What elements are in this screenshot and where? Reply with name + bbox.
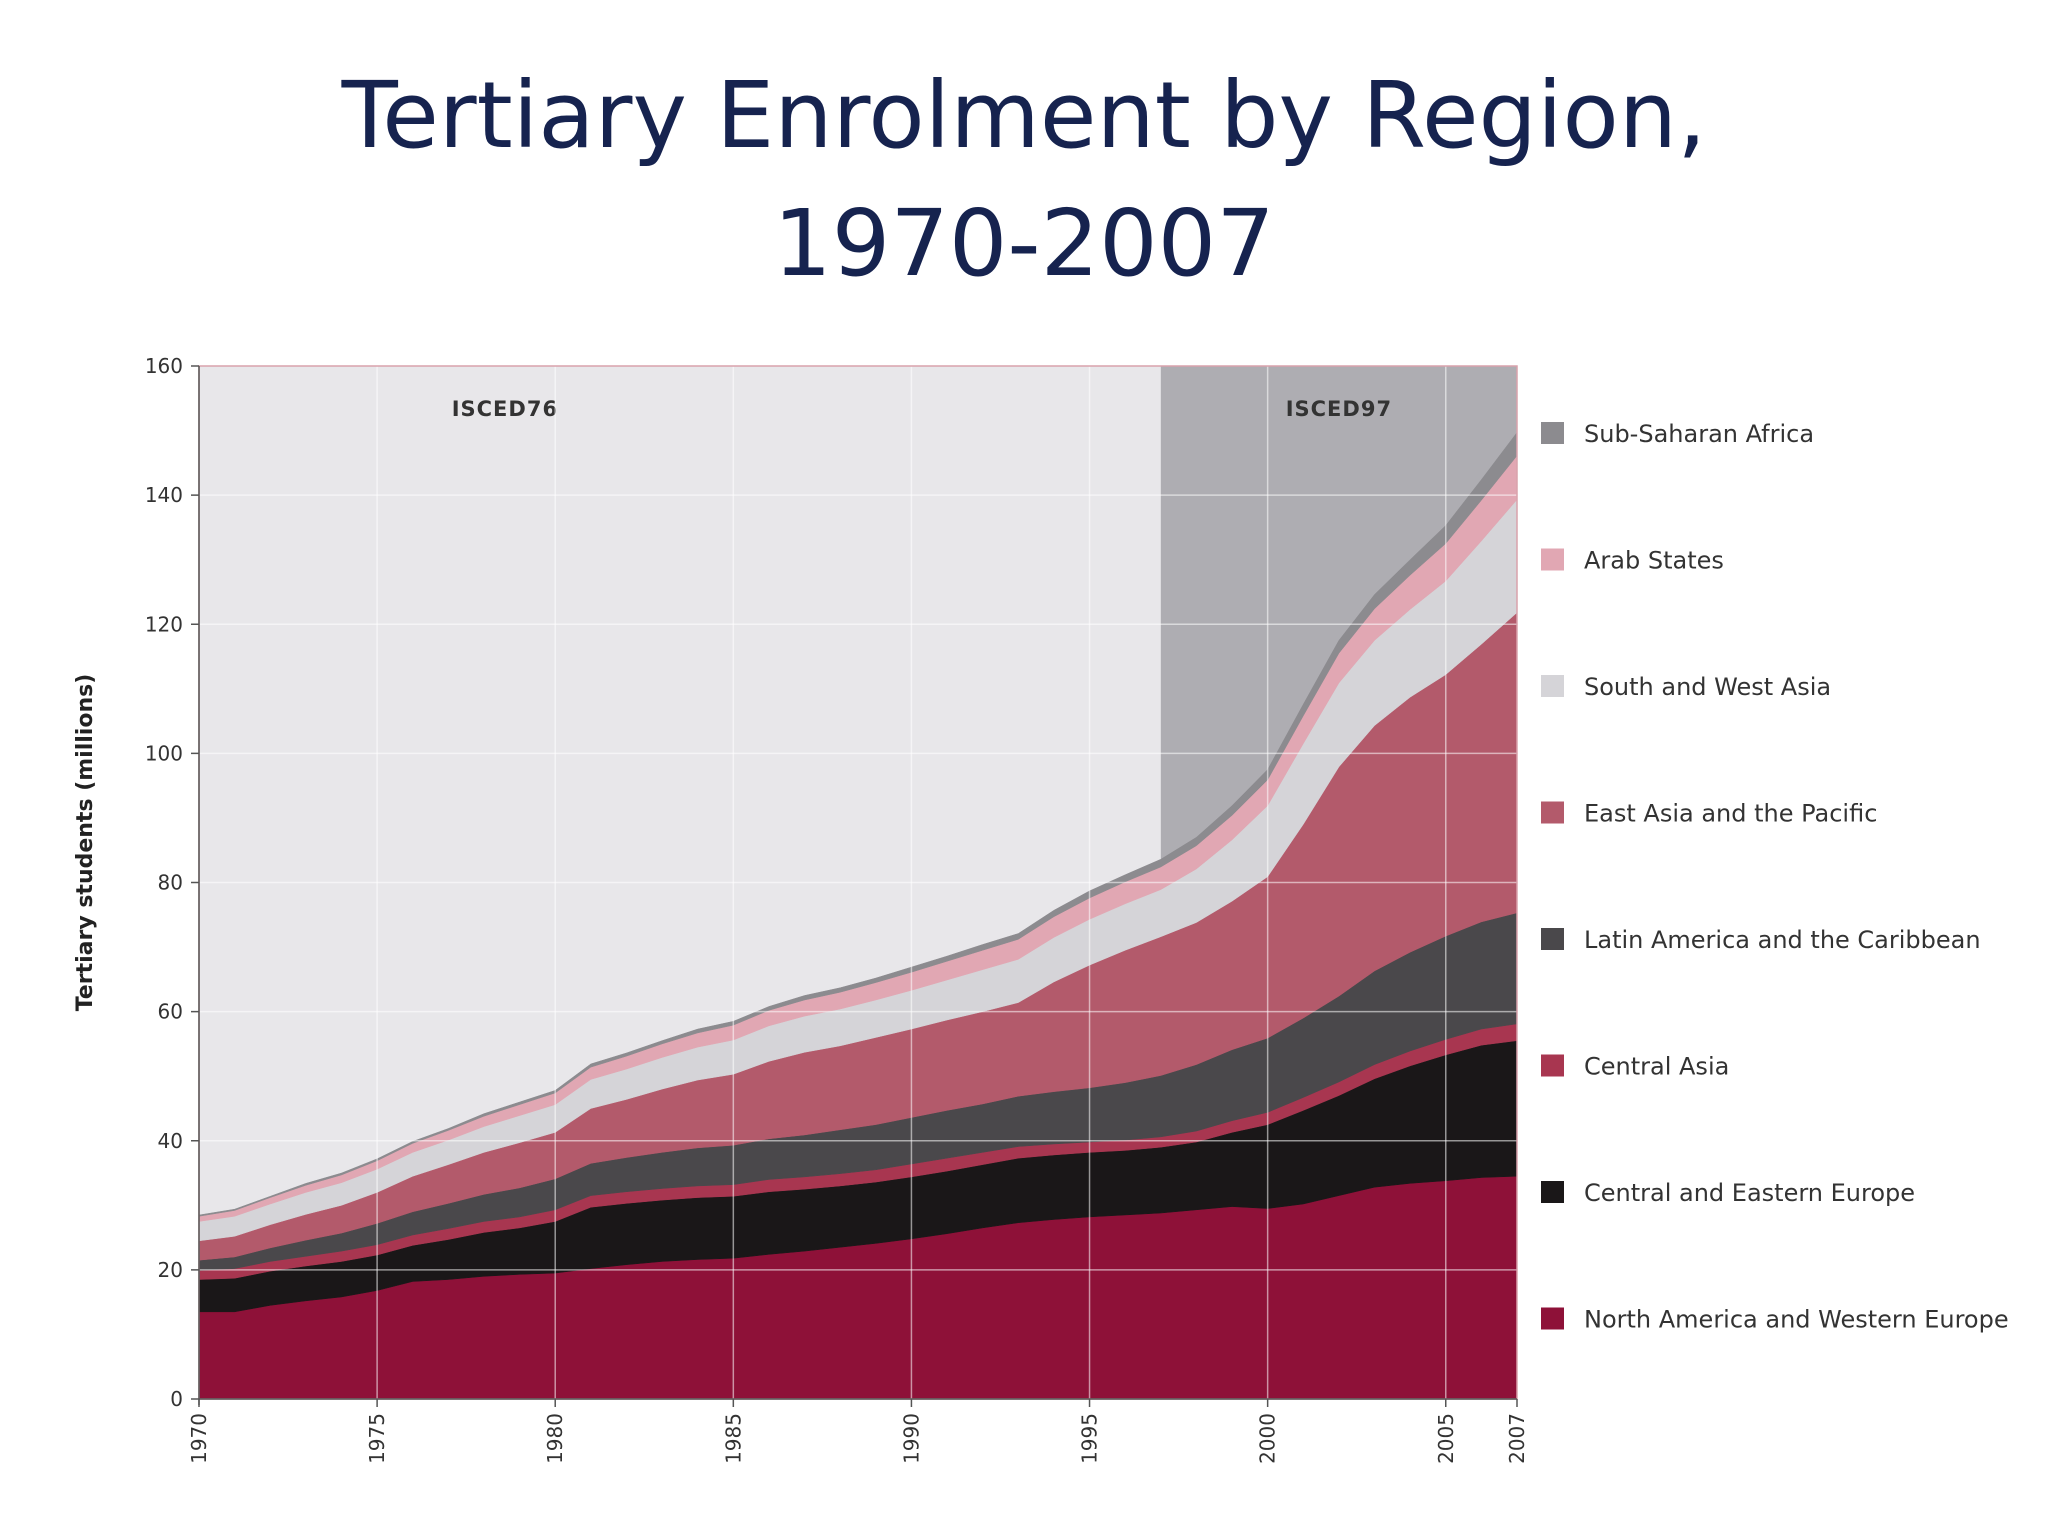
y-tick-label-40: 40 <box>158 1129 183 1153</box>
legend-swatch-arab-states <box>1541 548 1564 571</box>
legend-item-sub-saharan-africa: Sub-Saharan Africa <box>1541 420 1814 448</box>
x-tick-label-1975: 1975 <box>365 1413 389 1464</box>
x-tick-label-1990: 1990 <box>899 1413 923 1464</box>
legend-swatch-east-asia-and-the-pacific <box>1541 801 1564 824</box>
legend-label-central-and-eastern-europe: Central and Eastern Europe <box>1584 1179 1915 1207</box>
chart-title-line-2: 1970-2007 <box>773 190 1275 297</box>
legend-item-arab-states: Arab States <box>1541 547 1724 575</box>
legend-swatch-sub-saharan-africa <box>1541 422 1564 444</box>
legend-swatch-south-and-west-asia <box>1541 675 1564 697</box>
x-tick-label-2007: 2007 <box>1505 1413 1529 1464</box>
chart-title: Tertiary Enrolment by Region, 1970-2007 <box>0 52 2048 308</box>
legend-label-central-asia: Central Asia <box>1584 1053 1729 1081</box>
y-tick-label-140: 140 <box>145 483 183 507</box>
axes: 0 20 40 60 80 100 120 140 160 1970 1975 1980 1985 199… <box>73 354 1529 1464</box>
y-tick-label-160: 160 <box>145 354 183 378</box>
legend-label-east-asia-and-the-pacific: East Asia and the Pacific <box>1584 800 1877 828</box>
x-tick-label-2000: 2000 <box>1256 1413 1280 1464</box>
gridlines <box>199 366 1517 1399</box>
chart-title-line-1: Tertiary Enrolment by Region, <box>341 62 1707 169</box>
legend-label-arab-states: Arab States <box>1584 547 1724 575</box>
legend-label-sub-saharan-africa: Sub-Saharan Africa <box>1584 420 1814 448</box>
legend-swatch-latin-america-and-the-caribbean <box>1541 928 1564 950</box>
legend-item-latin-america-and-the-caribbean: Latin America and the Caribbean <box>1541 926 1981 954</box>
legend-swatch-central-and-eastern-europe <box>1541 1181 1564 1203</box>
legend: Sub-Saharan Africa Arab States South and W… <box>1541 420 2009 1334</box>
legend-item-east-asia-and-the-pacific: East Asia and the Pacific <box>1541 800 1877 828</box>
y-tick-label-60: 60 <box>158 1000 183 1024</box>
legend-item-south-and-west-asia: South and West Asia <box>1541 673 1831 701</box>
legend-label-latin-america-and-the-caribbean: Latin America and the Caribbean <box>1584 926 1981 954</box>
legend-label-south-and-west-asia: South and West Asia <box>1584 673 1831 701</box>
legend-label-north-america-and-western-europe: North America and Western Europe <box>1584 1306 2009 1334</box>
legend-item-central-and-eastern-europe: Central and Eastern Europe <box>1541 1179 1915 1207</box>
x-tick-label-2005: 2005 <box>1434 1413 1458 1464</box>
x-tick-label-1985: 1985 <box>721 1413 745 1464</box>
legend-swatch-central-asia <box>1541 1054 1564 1077</box>
y-tick-label-0: 0 <box>170 1387 183 1411</box>
period-label-isced76: ISCED76 <box>452 397 558 421</box>
x-tick-label-1980: 1980 <box>543 1413 567 1464</box>
y-axis-title: Tertiary students (millions) <box>73 674 98 1012</box>
legend-item-north-america-and-western-europe: North America and Western Europe <box>1541 1306 2009 1334</box>
x-tick-label-1970: 1970 <box>187 1413 211 1464</box>
y-tick-label-80: 80 <box>158 871 183 895</box>
y-tick-label-100: 100 <box>145 741 183 765</box>
x-tick-label-1995: 1995 <box>1078 1413 1102 1464</box>
stacked-areas <box>198 431 1518 1400</box>
legend-swatch-north-america-and-western-europe <box>1541 1307 1564 1330</box>
y-tick-label-20: 20 <box>158 1258 183 1282</box>
period-label-isced97: ISCED97 <box>1286 397 1392 421</box>
legend-item-central-asia: Central Asia <box>1541 1053 1729 1081</box>
y-tick-label-120: 120 <box>145 612 183 636</box>
